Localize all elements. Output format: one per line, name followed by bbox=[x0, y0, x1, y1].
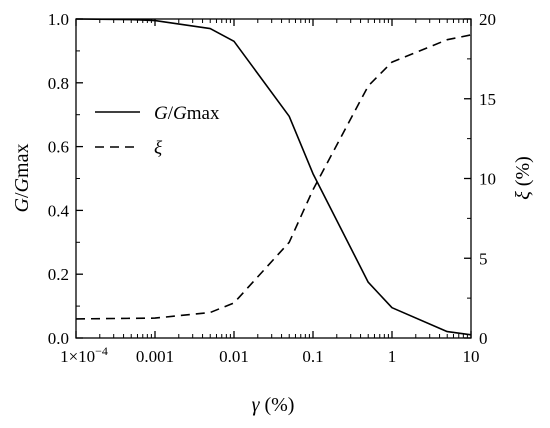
y-left-axis-title: G/Gmax bbox=[11, 144, 33, 213]
y-right-axis-title: ξ (%) bbox=[512, 156, 534, 200]
y-left-axis-ticks: 0.0 0.2 0.4 0.6 0.8 1.0 bbox=[48, 10, 83, 348]
legend: G/Gmax ξ bbox=[95, 103, 220, 159]
x-axis-ticks: 1×10−4 0.001 0.01 0.1 1 10 bbox=[60, 19, 480, 366]
x-axis-title: γ (%) bbox=[252, 394, 295, 416]
series-line-xi bbox=[75, 34, 472, 320]
y-right-tick-label: 20 bbox=[479, 10, 496, 29]
y-left-tick-label: 0.2 bbox=[48, 265, 69, 284]
legend-label-g-gmax: G/Gmax bbox=[154, 103, 220, 124]
legend-label-xi: ξ bbox=[154, 138, 163, 159]
x-tick-label: 1×10−4 bbox=[60, 344, 108, 366]
y-left-tick-label: 1.0 bbox=[48, 10, 69, 29]
y-left-tick-label: 0.8 bbox=[48, 74, 69, 93]
y-left-tick-label: 0.6 bbox=[48, 138, 69, 157]
y-right-tick-label: 10 bbox=[479, 170, 496, 189]
y-right-tick-label: 5 bbox=[479, 249, 488, 268]
x-tick-label: 0.1 bbox=[302, 347, 323, 366]
x-tick-label: 0.001 bbox=[136, 347, 174, 366]
y-left-tick-label: 0.4 bbox=[48, 201, 70, 220]
plot-frame bbox=[75, 18, 472, 339]
x-tick-label: 1 bbox=[388, 347, 397, 366]
y-left-tick-label: 0.0 bbox=[48, 329, 69, 348]
y-right-tick-label: 15 bbox=[479, 90, 496, 109]
y-right-axis-ticks: 0 5 10 15 20 bbox=[464, 10, 496, 348]
y-right-tick-label: 0 bbox=[479, 329, 488, 348]
x-tick-label: 10 bbox=[463, 347, 480, 366]
series-layer bbox=[75, 18, 472, 336]
x-tick-label: 0.01 bbox=[219, 347, 249, 366]
series-line-g-gmax bbox=[75, 18, 472, 336]
